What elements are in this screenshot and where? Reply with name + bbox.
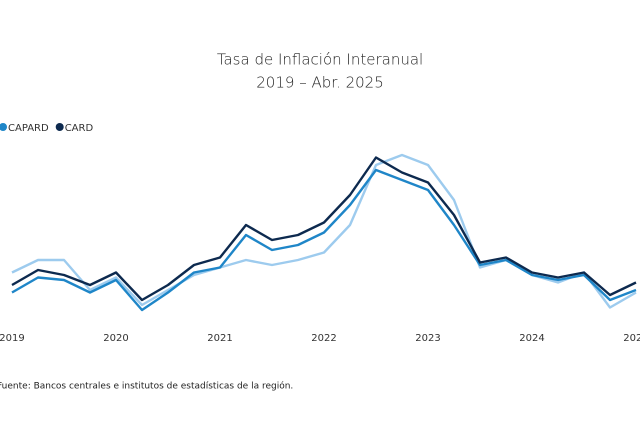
legend-marker [0,123,7,131]
legend-label: CARD [65,123,94,134]
legend-marker [55,123,64,131]
x-tick-label: 2025 [623,333,640,344]
x-tick-label: 2020 [103,333,128,344]
x-tick-label: 2024 [519,333,544,344]
x-tick-label: 2019 [0,333,25,344]
chart-title: Tasa de Inflación Interanual [217,51,423,69]
legend-label: CAPARD [8,123,49,134]
x-tick-label: 2022 [311,333,336,344]
series-line [11,168,637,312]
x-tick-label: 2023 [415,333,440,344]
series-line [11,156,637,302]
x-tick-label: 2021 [207,333,232,344]
source-note: Fuente: Bancos centrales e institutos de… [0,381,293,392]
chart-subtitle: 2019 – Abr. 2025 [256,74,384,92]
